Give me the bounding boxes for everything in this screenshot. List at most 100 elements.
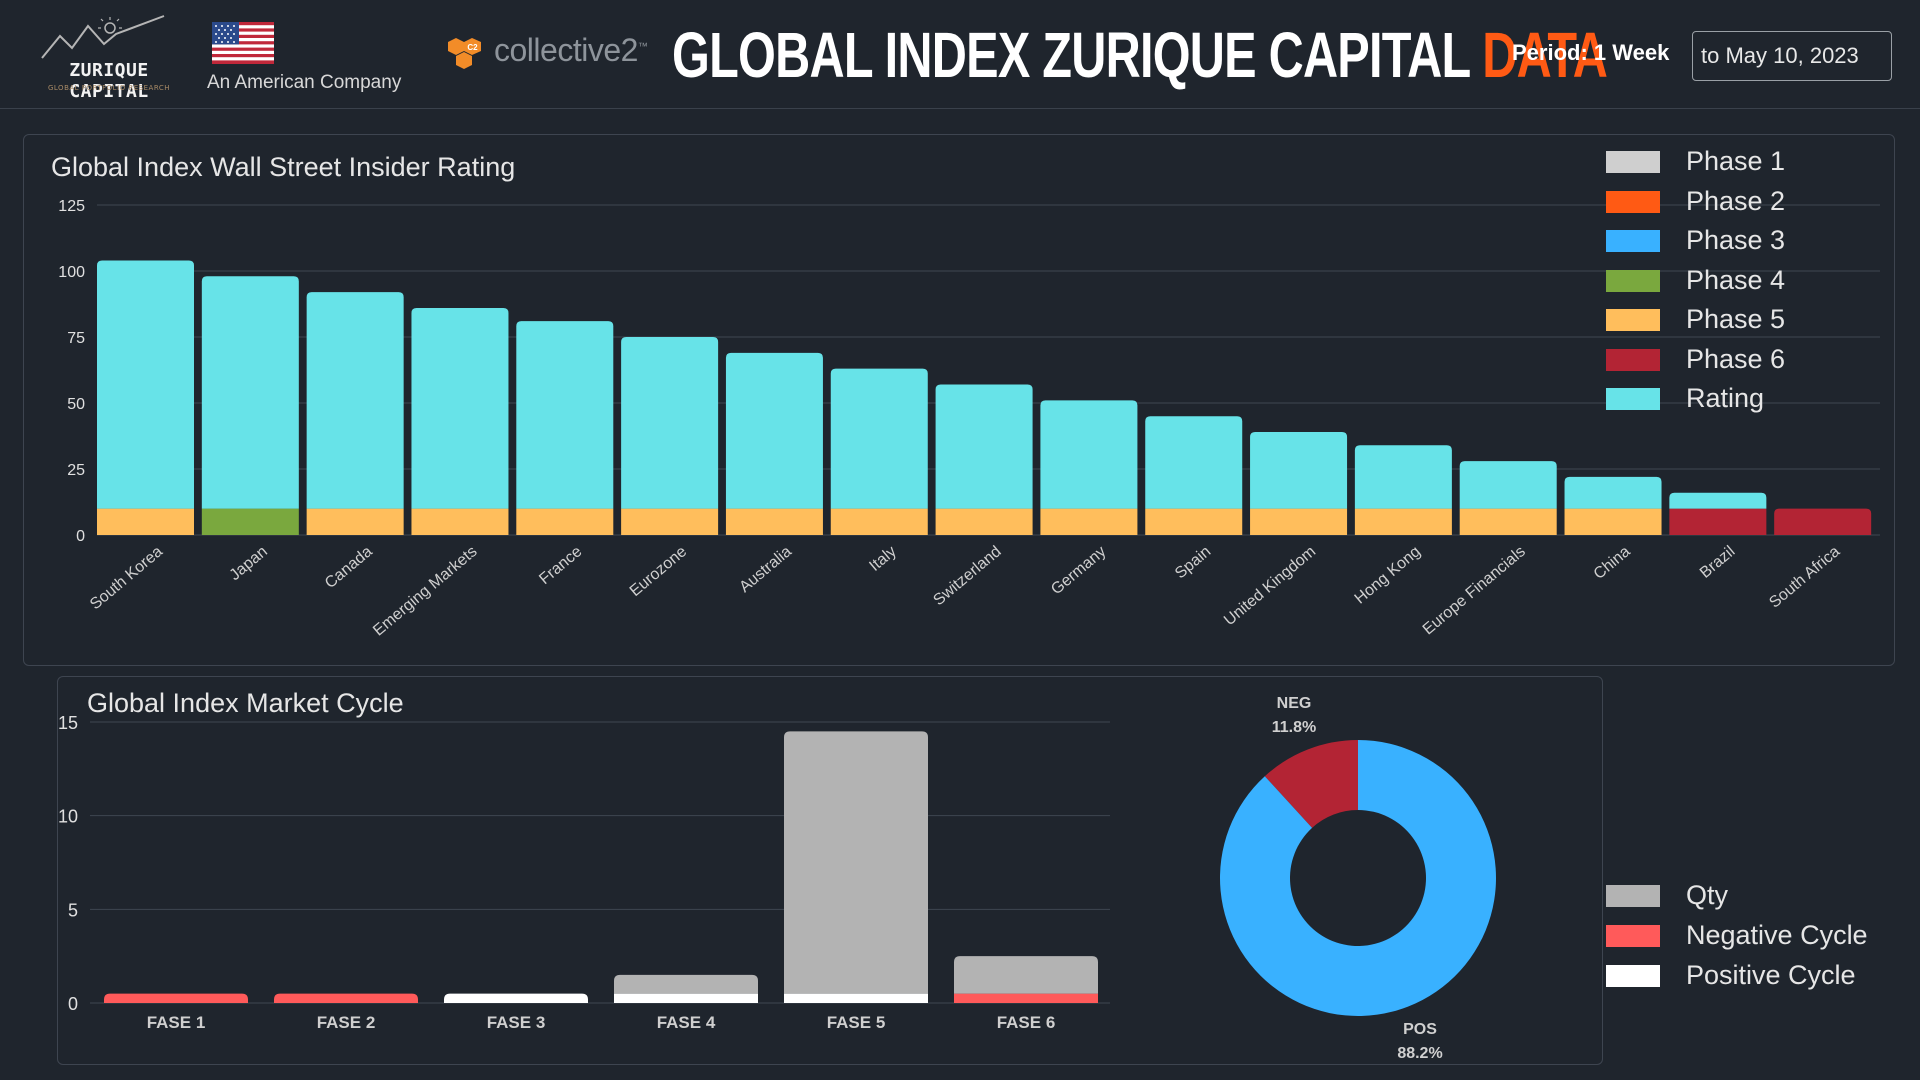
bar-segment (1354, 445, 1452, 509)
category-label: FASE 5 (827, 1013, 886, 1032)
bar-segment (1459, 508, 1557, 535)
market-cycle-panel (57, 676, 1603, 1065)
bar-segment (1669, 508, 1767, 535)
y-tick-label: 75 (67, 330, 85, 347)
page-title: GLOBAL INDEX ZURIQUE CAPITAL DATA (672, 10, 1608, 100)
logo-name: ZURIQUE CAPITAL (69, 60, 149, 102)
category-label: Spain (1172, 543, 1214, 582)
bar-segment (1040, 400, 1138, 509)
slice-label: NEG (1277, 695, 1312, 712)
y-tick-label: 10 (58, 807, 78, 827)
donut-slice (1220, 740, 1496, 1016)
category-label: FASE 3 (487, 1013, 546, 1032)
bar-segment (935, 384, 1033, 509)
market-cycle-title: Global Index Market Cycle (87, 688, 404, 718)
legend-label: Phase 1 (1686, 146, 1786, 176)
bar-segment (614, 974, 758, 994)
legend-label: Positive Cycle (1686, 960, 1856, 990)
mountain-sun-icon (41, 15, 165, 59)
legend-swatch (1606, 348, 1660, 371)
legend-label: Rating (1686, 383, 1765, 413)
category-label: FASE 4 (657, 1013, 716, 1032)
bar-segment (516, 321, 614, 509)
trademark-mark: ™ (637, 41, 648, 53)
legend-label: Phase 2 (1686, 185, 1786, 216)
slice-value: 11.8% (1272, 719, 1316, 736)
bar-segment (201, 276, 299, 509)
bar-segment (104, 993, 248, 1003)
zurique-capital-logo: ZURIQUE CAPITAL GLOBAL PORTFOLIO RESEARC… (24, 14, 194, 102)
title-main: GLOBAL INDEX ZURIQUE CAPITAL (672, 19, 1483, 91)
bar-segment (1774, 508, 1872, 535)
slice-value: 88.2% (1397, 1045, 1442, 1062)
bar-segment (1250, 508, 1348, 535)
bar-segment (784, 731, 928, 994)
bar-segment (830, 368, 928, 509)
rating-legend: Phase 1 Phase 2 Phase 3 Phase 4 Phase 5 Phase… (1606, 146, 1896, 426)
legend-swatch (1606, 388, 1660, 410)
rating-chart-title: Global Index Wall Street Insider Rating (51, 152, 516, 182)
y-tick-label: 0 (68, 994, 78, 1014)
bar-segment (411, 508, 509, 535)
bar-segment (1459, 461, 1557, 509)
bar-segment (1040, 508, 1138, 535)
bar-segment (784, 993, 928, 1003)
bar-segment (97, 508, 194, 535)
legend-label: Phase 4 (1686, 264, 1786, 295)
y-tick-label: 125 (58, 198, 85, 215)
bar-segment (725, 508, 823, 535)
bar-segment (935, 508, 1033, 535)
donut-slice (1264, 740, 1358, 828)
legend-label: Negative Cycle (1686, 920, 1868, 950)
legend-label: Phase 3 (1686, 225, 1786, 255)
bar-segment (274, 993, 418, 1003)
market-cycle-chart: 0 5 10 15 FASE 1 FASE 2 FASE 3 FASE 4 FASE 5 FASE… (58, 713, 1110, 1032)
bar-segment (954, 956, 1098, 994)
bar-segment (1564, 476, 1662, 509)
legend-swatch (1606, 151, 1660, 173)
bar-segment (516, 508, 614, 535)
bar-segment (725, 352, 823, 509)
bar-segment (1669, 492, 1767, 509)
y-tick-label: 15 (58, 713, 78, 733)
market-cycle-legend: Qty Negative Cycle Positive Cycle (1606, 880, 1906, 1000)
legend-label: Qty (1686, 880, 1729, 910)
bar-segment (1250, 432, 1348, 509)
category-label: China (1591, 543, 1634, 583)
bar-segment (621, 337, 719, 509)
c2-badge: C2 (467, 43, 478, 52)
cycle-donut-chart: NEG 11.8% POS 88.2% (1220, 695, 1496, 1062)
category-label: Brazil (1697, 543, 1739, 582)
legend-swatch (1606, 965, 1660, 987)
category-label: United Kingdom (1221, 543, 1319, 629)
hexagon-icon: C2 (448, 38, 481, 69)
bar-segment (830, 508, 928, 535)
legend-swatch (1606, 269, 1660, 292)
legend-label: Phase 6 (1686, 343, 1786, 374)
logo-tagline: GLOBAL PORTFOLIO RESEARCH (47, 84, 170, 92)
legend-swatch (1606, 885, 1660, 907)
category-label: South Africa (1766, 543, 1843, 612)
y-tick-label: 50 (67, 396, 85, 413)
collective2-name: collective2 (494, 32, 638, 68)
bar-segment (444, 993, 588, 1003)
bar-segment (621, 508, 719, 535)
bar-segment (306, 508, 404, 535)
collective2-wordmark: collective2™ (494, 32, 648, 69)
date-filter[interactable]: to May 10, 2023 (1692, 31, 1892, 81)
category-label: FASE 2 (317, 1013, 376, 1032)
us-flag-icon (212, 22, 274, 64)
category-label: FASE 1 (147, 1013, 206, 1032)
bar-segment (306, 292, 404, 509)
rating-panel (23, 134, 1895, 666)
y-tick-label: 100 (58, 264, 85, 281)
title-accent: DATA (1482, 19, 1608, 91)
legend-swatch (1606, 190, 1660, 213)
y-tick-label: 5 (68, 900, 78, 920)
bar-segment (954, 993, 1098, 1003)
bar-segment (1354, 508, 1452, 535)
bar-segment (201, 508, 299, 535)
bar-segment (614, 993, 758, 1003)
company-note: An American Company (207, 72, 402, 93)
